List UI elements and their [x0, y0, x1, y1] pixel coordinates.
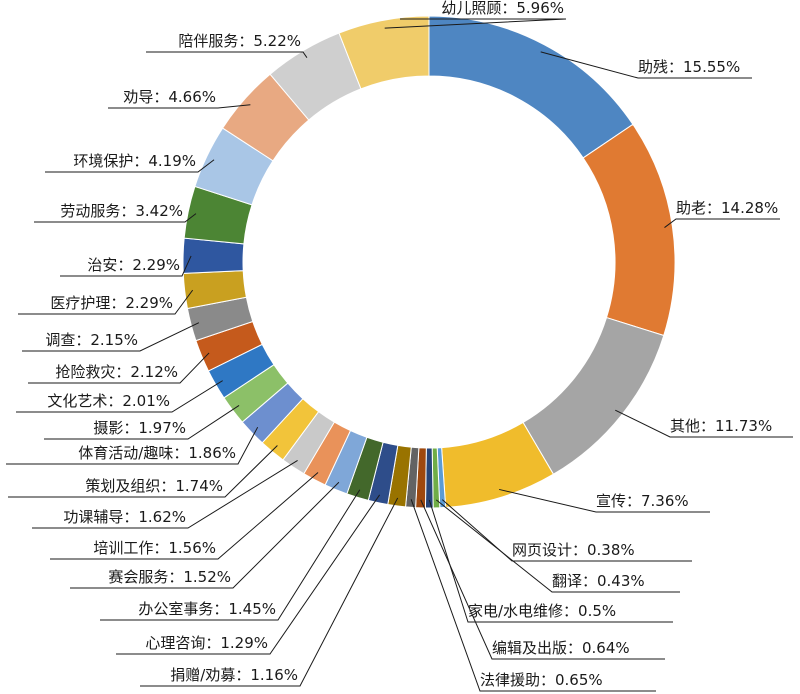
- leader-line: [499, 488, 710, 513]
- leader-line: [428, 499, 673, 623]
- data-label: 编辑及出版：0.64%: [492, 639, 630, 657]
- leader-line: [50, 472, 319, 560]
- leader-line: [420, 499, 665, 660]
- leader-line: [32, 460, 298, 529]
- leader-line: [435, 499, 680, 593]
- donut-segment: [522, 316, 665, 475]
- data-label: 陪伴服务：5.22%: [178, 32, 301, 50]
- data-label: 心理咨询：1.29%: [145, 634, 268, 652]
- leader-line: [22, 322, 200, 352]
- leader-line: [140, 497, 399, 687]
- data-label: 赛会服务：1.52%: [108, 568, 231, 586]
- data-label: 体育活动/趣味：1.86%: [78, 444, 236, 462]
- leader-line: [615, 409, 793, 438]
- data-label: 医疗护理：2.29%: [50, 294, 173, 312]
- leader-line: [6, 426, 259, 465]
- data-label: 功课辅导：1.62%: [63, 508, 186, 526]
- data-label: 劳动服务：3.42%: [60, 202, 183, 220]
- data-label: 宣传：7.36%: [596, 492, 689, 510]
- leader-line: [146, 51, 308, 58]
- leader-line: [664, 218, 780, 228]
- leader-line: [70, 481, 340, 589]
- data-label: 文化艺术：2.01%: [47, 392, 170, 410]
- data-label: 捐赠/劝募：1.16%: [170, 666, 298, 684]
- data-label: 其他：11.73%: [670, 417, 772, 435]
- data-label: 助残：15.55%: [638, 58, 740, 76]
- leader-line: [44, 405, 240, 440]
- data-label: 网页设计：0.38%: [512, 541, 635, 559]
- leader-line: [18, 289, 194, 315]
- data-labels: 助残：15.55% 助老：14.28% 其他：11.73% 宣传：7.36% 网页设计：…: [45, 0, 778, 689]
- leader-line: [60, 255, 192, 277]
- data-label: 环境保护：4.19%: [73, 152, 196, 170]
- leader-line: [441, 499, 692, 562]
- leader-line: [116, 494, 381, 655]
- data-label: 助老：14.28%: [676, 199, 778, 217]
- data-label: 法律援助：0.65%: [480, 671, 603, 689]
- donut-segment: [582, 123, 676, 337]
- data-label: 幼儿照顾：5.96%: [441, 0, 564, 17]
- leader-line: [540, 51, 752, 79]
- donut-segment: [338, 15, 430, 90]
- data-label: 翻译：0.43%: [552, 572, 645, 590]
- leader-line: [384, 18, 567, 29]
- data-label: 治安：2.29%: [87, 256, 180, 274]
- donut-segments: [182, 15, 676, 509]
- leader-line: [45, 159, 215, 173]
- data-label: 摄影：1.97%: [93, 419, 186, 437]
- leader-line: [28, 352, 210, 384]
- data-label: 办公室事务：1.45%: [138, 600, 276, 618]
- data-label: 家电/水电维修：0.5%: [468, 602, 616, 620]
- data-label: 抢险救灾：2.12%: [55, 363, 178, 381]
- data-label: 劝导：4.66%: [123, 88, 216, 106]
- leader-lines: [6, 18, 793, 692]
- leader-line: [8, 445, 278, 498]
- data-label: 策划及组织：1.74%: [85, 477, 223, 495]
- data-label: 调查：2.15%: [45, 331, 138, 349]
- data-label: 培训工作：1.56%: [93, 539, 216, 557]
- leader-line: [100, 489, 361, 621]
- leader-line: [108, 104, 251, 109]
- donut-segment: [428, 15, 634, 159]
- leader-line: [16, 380, 223, 413]
- leader-line: [34, 213, 197, 223]
- leader-line: [410, 499, 656, 692]
